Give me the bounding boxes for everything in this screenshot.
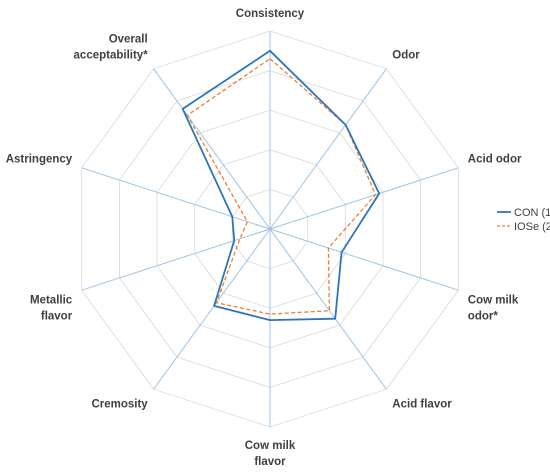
axis-label-odor: Odor: [392, 50, 420, 62]
legend-label-1: CON (1): [514, 207, 550, 219]
axis-label-line: odor*: [468, 310, 499, 322]
spoke-metallic-flavor: [81, 228, 271, 291]
spoke-cremosity: [153, 228, 271, 390]
axis-labels: Consistency Odor Acid odor Cow milk odor* Aci…: [6, 8, 522, 468]
axis-label-line: flavor: [254, 456, 286, 468]
axis-label-overall-acceptability: Overall acceptability*: [74, 34, 149, 62]
axis-label-acid-flavor: Acid flavor: [392, 398, 452, 410]
axis-label-line: Overall: [109, 34, 148, 46]
axis-label-acid-odor: Acid odor: [468, 154, 522, 166]
radar-spokes: [81, 31, 459, 427]
axis-label-consistency: Consistency: [236, 8, 305, 20]
axis-label-line: Astringency: [6, 154, 73, 166]
axis-label-line: Metallic: [30, 294, 73, 306]
axis-label-line: flavor: [41, 310, 73, 322]
spoke-acid-flavor: [269, 228, 387, 390]
axis-label-line: Acid odor: [468, 154, 522, 166]
axis-label-cow-milk-odor: Cow milk odor*: [468, 294, 519, 322]
axis-label-line: Consistency: [236, 8, 305, 20]
series-line-2: [186, 58, 377, 315]
axis-label-line: Cremosity: [91, 398, 148, 410]
legend: CON (1) IOSe (2): [497, 207, 550, 233]
axis-label-line: Cow milk: [468, 294, 519, 306]
axis-label-line: Acid flavor: [392, 398, 452, 410]
axis-label-line: Odor: [392, 50, 420, 62]
axis-label-cremosity: Cremosity: [91, 398, 148, 410]
axis-label-metallic-flavor: Metallic flavor: [30, 294, 73, 322]
spoke-cow-milk-odor: [269, 228, 459, 291]
axis-label-cow-milk-flavor: Cow milk flavor: [245, 440, 296, 468]
axis-label-astringency: Astringency: [6, 154, 73, 166]
spoke-odor: [269, 68, 387, 230]
series-line-1: [181, 49, 381, 322]
axis-label-line: Cow milk: [245, 440, 296, 452]
spoke-overall-acceptability: [153, 68, 271, 230]
spoke-acid-odor: [269, 167, 459, 230]
legend-label-2: IOSe (2): [514, 221, 550, 233]
spoke-astringency: [81, 167, 271, 230]
axis-label-line: acceptability*: [74, 50, 149, 62]
radar-series: [181, 49, 381, 322]
